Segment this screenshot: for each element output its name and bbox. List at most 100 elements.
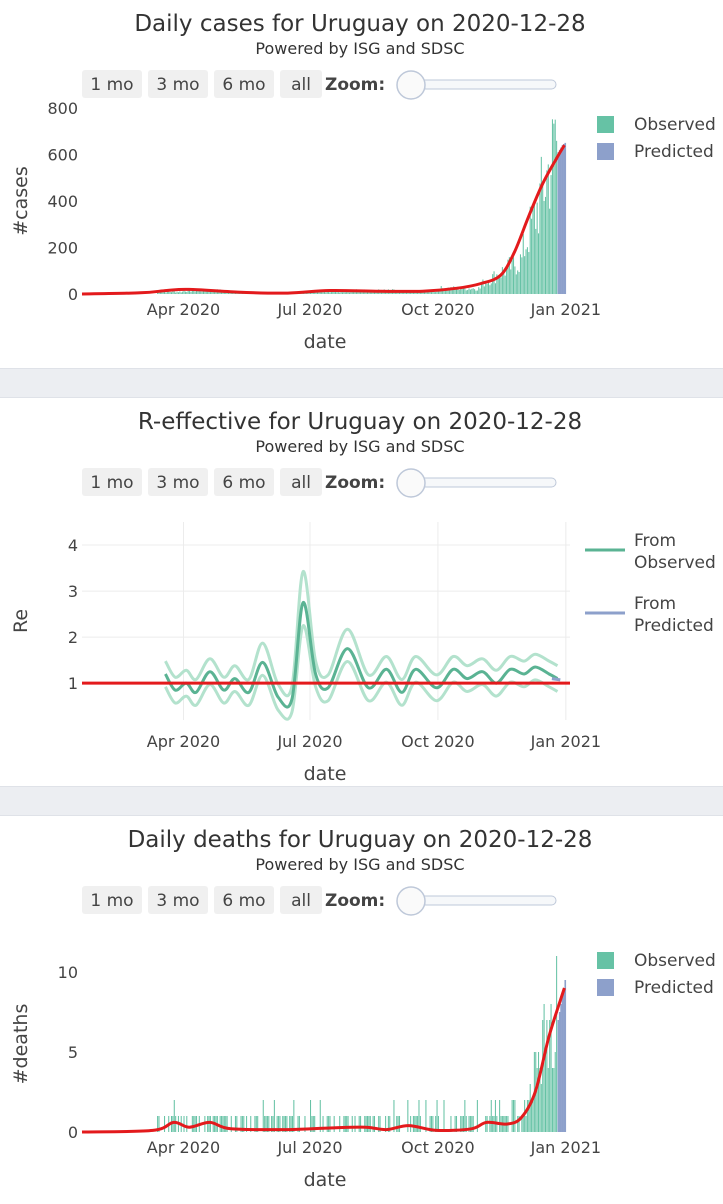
- observed-bar: [462, 1116, 464, 1132]
- observed-bar: [343, 291, 345, 294]
- observed-bar: [369, 291, 371, 294]
- observed-bar: [486, 283, 488, 294]
- observed-bar: [328, 1116, 330, 1132]
- range-button-3-mo[interactable]: 3 mo: [148, 468, 208, 496]
- observed-bar: [193, 289, 195, 294]
- range-button-6-mo[interactable]: 6 mo: [214, 886, 274, 914]
- observed-bars: [157, 956, 558, 1132]
- zoom-slider-track[interactable]: [409, 79, 557, 90]
- y-tick-label: 10: [58, 963, 78, 982]
- range-button-3-mo[interactable]: 3 mo: [148, 70, 208, 98]
- re-lower-bound: [164, 624, 559, 721]
- observed-bar: [513, 1100, 515, 1132]
- observed-bar: [538, 1052, 540, 1132]
- x-tick-label: Oct 2020: [401, 300, 474, 319]
- legend-label-observed: Observed: [634, 951, 716, 971]
- observed-bar: [214, 291, 216, 294]
- observed-bar: [539, 1068, 541, 1132]
- observed-bar: [465, 290, 467, 294]
- range-button-label: 1 mo: [90, 473, 133, 493]
- range-button-1-mo[interactable]: 1 mo: [82, 886, 142, 914]
- observed-bar: [436, 291, 438, 294]
- observed-bar: [517, 1116, 519, 1132]
- zoom-slider-handle[interactable]: [396, 886, 426, 916]
- observed-bar: [318, 291, 320, 294]
- observed-bar: [196, 290, 198, 294]
- fit-line: [81, 144, 566, 296]
- observed-bar: [246, 1116, 248, 1132]
- observed-bar: [467, 290, 469, 294]
- x-tick-label: Jul 2020: [276, 300, 342, 319]
- range-button-label: 1 mo: [90, 891, 133, 911]
- observed-bar: [519, 254, 521, 294]
- observed-bar: [462, 286, 464, 294]
- x-tick-label: Apr 2020: [147, 732, 220, 751]
- range-button-label: 6 mo: [222, 473, 265, 493]
- observed-bar: [430, 1116, 433, 1132]
- y-tick-label: 3: [68, 582, 78, 601]
- observed-bar: [511, 1100, 513, 1132]
- observed-bar: [490, 283, 492, 294]
- observed-bar: [368, 1116, 370, 1132]
- observed-bar: [159, 292, 161, 294]
- range-button-all[interactable]: all: [280, 886, 322, 914]
- zoom-slider-track[interactable]: [409, 477, 557, 488]
- observed-bar: [554, 1052, 556, 1132]
- observed-bar: [494, 1100, 496, 1132]
- range-button-all[interactable]: all: [280, 468, 322, 496]
- observed-bar: [378, 1116, 380, 1132]
- observed-bar: [525, 1116, 527, 1132]
- observed-bar: [323, 291, 325, 294]
- observed-bar: [179, 291, 181, 294]
- zoom-label: Zoom:: [325, 473, 385, 493]
- observed-bar: [486, 1116, 488, 1132]
- observed-bar: [536, 202, 538, 294]
- zoom-slider-handle[interactable]: [396, 70, 426, 100]
- observed-bar: [339, 1116, 341, 1132]
- observed-bar: [157, 1116, 159, 1132]
- observed-bar: [460, 1116, 462, 1132]
- legend-swatch-predicted: [597, 979, 614, 996]
- observed-bar: [201, 291, 203, 294]
- y-tick-label: 2: [68, 628, 78, 647]
- observed-bar: [172, 291, 174, 294]
- zoom-slider-handle[interactable]: [396, 468, 426, 498]
- observed-bar: [316, 292, 318, 294]
- observed-bar: [166, 290, 168, 294]
- observed-bar: [312, 1116, 314, 1132]
- range-button-6-mo[interactable]: 6 mo: [214, 468, 274, 496]
- re-observed-line: [164, 601, 559, 709]
- observed-bar: [254, 1116, 256, 1132]
- observed-bar: [161, 292, 163, 294]
- observed-bar: [176, 291, 178, 294]
- observed-bar: [437, 1116, 439, 1132]
- x-tick-label: Oct 2020: [401, 732, 474, 751]
- observed-bar: [472, 288, 474, 294]
- observed-bar: [485, 282, 487, 294]
- observed-bar: [341, 292, 344, 294]
- observed-bar: [494, 283, 496, 294]
- range-button-1-mo[interactable]: 1 mo: [82, 468, 142, 496]
- observed-bar: [410, 1116, 412, 1132]
- observed-bars: [157, 119, 558, 295]
- range-button-1-mo[interactable]: 1 mo: [82, 70, 142, 98]
- range-button-6-mo[interactable]: 6 mo: [214, 70, 274, 98]
- observed-bar: [193, 1116, 195, 1132]
- range-button-all[interactable]: all: [280, 70, 322, 98]
- predicted-bar: [561, 145, 564, 294]
- zoom-slider-track[interactable]: [409, 895, 557, 906]
- observed-bar: [223, 1116, 225, 1132]
- observed-bar: [528, 1100, 530, 1132]
- zoom-label: Zoom:: [325, 891, 385, 911]
- x-tick-label: Jan 2021: [530, 1138, 601, 1157]
- y-tick-label: 800: [47, 99, 78, 118]
- observed-bar: [538, 233, 540, 294]
- observed-bar: [344, 1116, 346, 1132]
- y-tick-label: 5: [68, 1043, 78, 1062]
- range-button-3-mo[interactable]: 3 mo: [148, 886, 208, 914]
- observed-bar: [358, 1116, 360, 1132]
- observed-bar: [526, 247, 528, 294]
- observed-bar: [393, 1100, 395, 1132]
- observed-bar: [367, 1116, 369, 1132]
- observed-bar: [364, 1116, 366, 1132]
